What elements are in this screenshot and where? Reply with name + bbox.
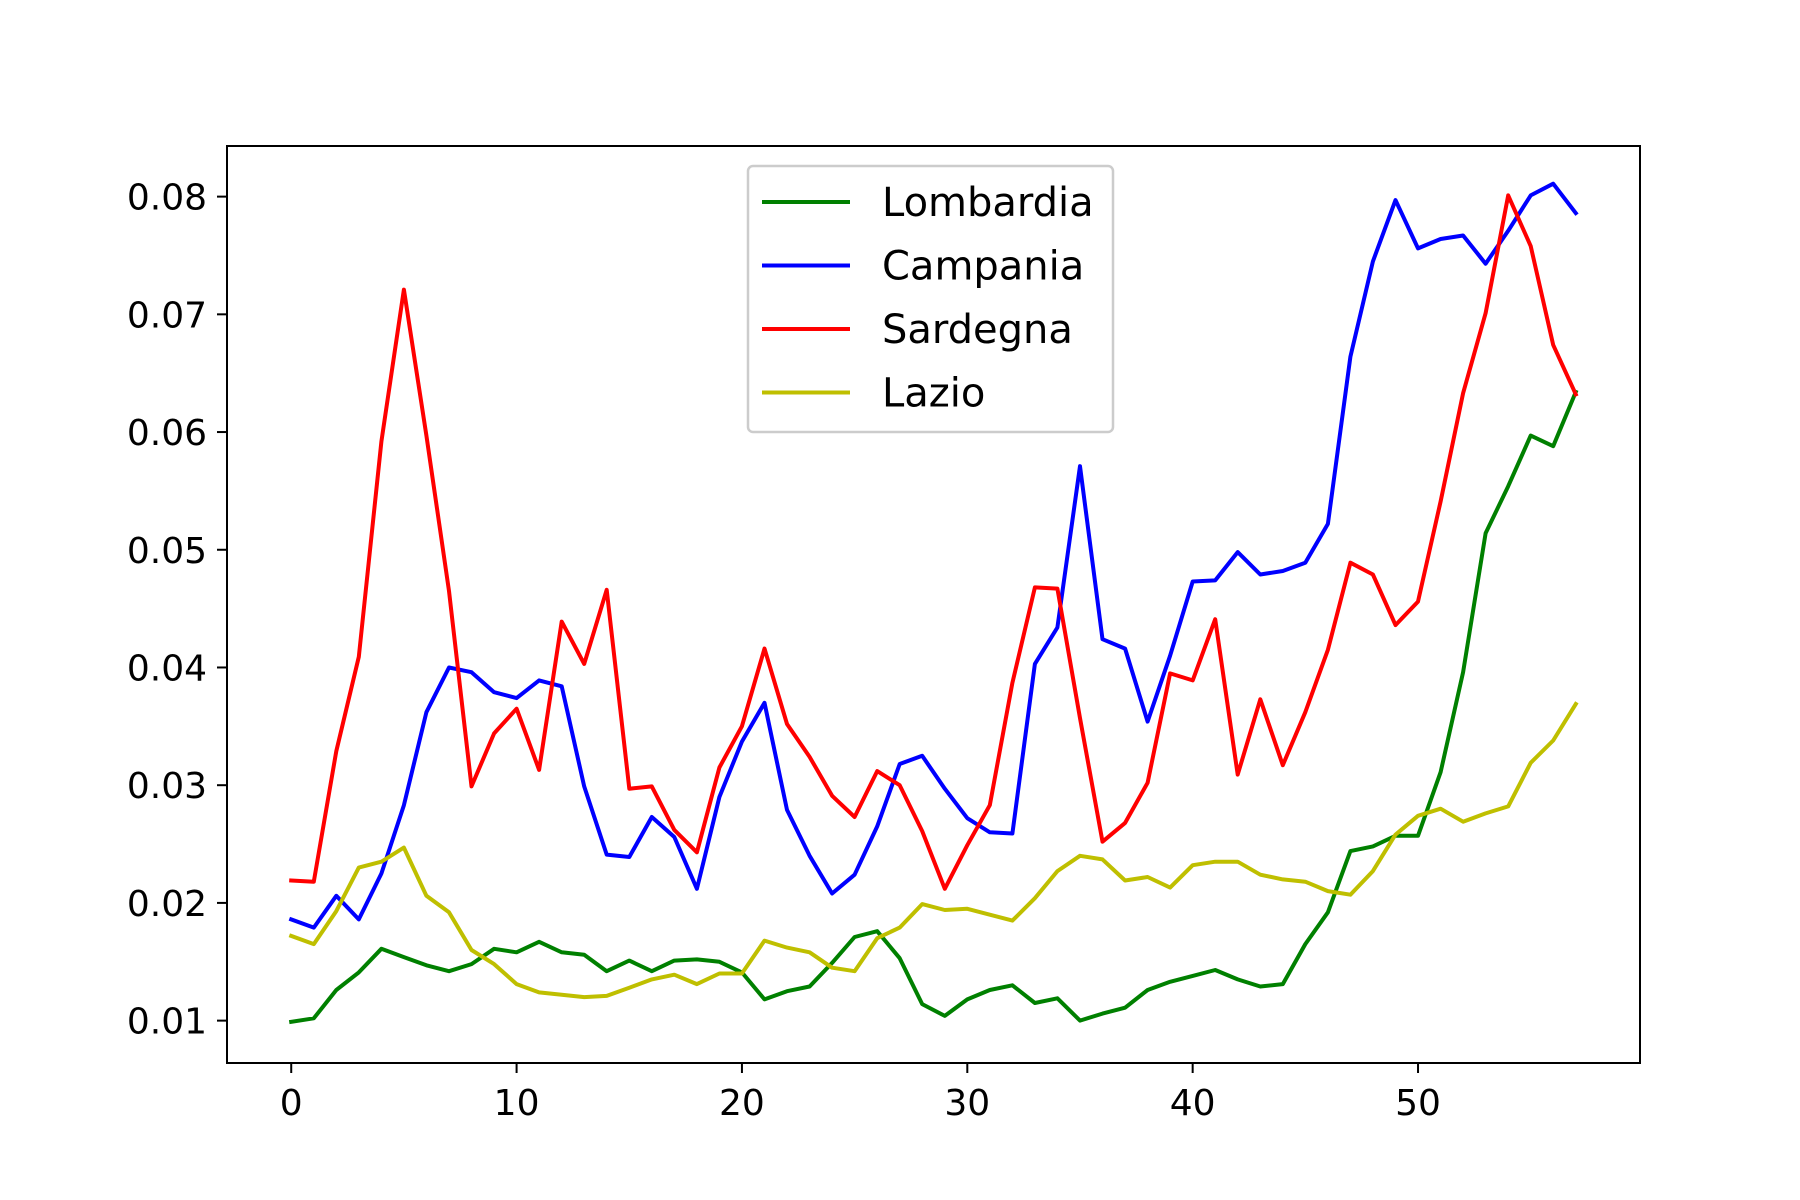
x-tick-label: 40 xyxy=(1170,1083,1216,1124)
y-tick-label: 0.04 xyxy=(127,648,207,689)
y-tick-label: 0.02 xyxy=(127,884,207,925)
x-tick-label: 30 xyxy=(944,1083,990,1124)
x-tick-label: 20 xyxy=(719,1083,765,1124)
legend-label: Campania xyxy=(882,244,1084,290)
x-axis: 0 10 20 30 40 50 xyxy=(280,1063,1441,1124)
legend-label: Lombardia xyxy=(882,180,1094,226)
legend-label: Sardegna xyxy=(882,307,1073,353)
legend-item-campania[interactable]: Campania xyxy=(762,244,1084,290)
y-tick-label: 0.05 xyxy=(127,531,207,572)
series-line-campania xyxy=(288,181,1579,930)
y-tick-label: 0.06 xyxy=(127,413,207,454)
y-axis: 0.01 0.02 0.03 0.04 0.05 0.06 0.07 0.08 xyxy=(127,178,227,1043)
legend-item-sardegna[interactable]: Sardegna xyxy=(762,307,1073,353)
y-tick-label: 0.01 xyxy=(127,1002,207,1043)
plot-frame xyxy=(226,145,1641,1064)
legend[interactable]: Lombardia Campania Sardegna Lazio xyxy=(746,164,1115,434)
y-tick-label: 0.07 xyxy=(127,295,207,336)
legend-item-lazio[interactable]: Lazio xyxy=(762,371,985,417)
y-tick-label: 0.03 xyxy=(127,766,207,807)
x-tick-label: 0 xyxy=(280,1083,303,1124)
series-line-sardegna xyxy=(289,193,1579,891)
legend-label: Lazio xyxy=(882,371,985,417)
x-tick-label: 10 xyxy=(494,1083,540,1124)
legend-item-lombardia[interactable]: Lombardia xyxy=(762,180,1094,226)
series-layer xyxy=(288,181,1579,1025)
x-tick-label: 50 xyxy=(1395,1083,1441,1124)
y-tick-label: 0.08 xyxy=(127,178,207,219)
series-line-lazio xyxy=(288,701,1579,1000)
series-line-lombardia xyxy=(288,389,1579,1025)
legend-box xyxy=(746,164,1115,434)
